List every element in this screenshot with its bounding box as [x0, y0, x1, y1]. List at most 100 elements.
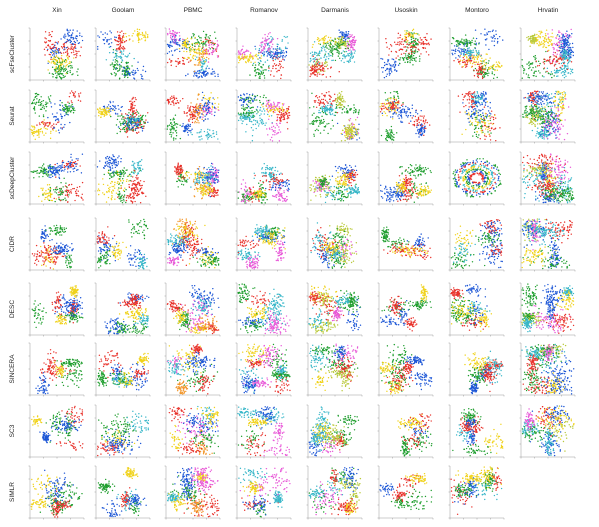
scatter-point — [559, 42, 560, 43]
scatter-point — [284, 36, 285, 37]
scatter-point — [478, 57, 479, 58]
scatter-point — [122, 38, 123, 39]
scatter-point — [252, 95, 253, 96]
scatter-point — [102, 34, 103, 35]
scatter-point — [64, 61, 65, 62]
scatter-point — [138, 120, 139, 121]
scatter-point — [119, 46, 120, 47]
scatter-point — [208, 107, 209, 108]
scatter-point — [60, 100, 61, 101]
scatter-point — [457, 59, 458, 60]
scatter-point — [42, 131, 43, 132]
scatter-point — [38, 100, 39, 101]
scatter-point — [214, 32, 215, 33]
scatter-point — [207, 65, 208, 66]
scatter-point — [114, 107, 115, 108]
scatter-point — [565, 39, 566, 40]
scatter-point — [287, 128, 288, 129]
scatter-point — [283, 119, 284, 120]
scatter-point — [43, 122, 44, 123]
scatter-point — [349, 49, 350, 50]
scatter-point — [391, 71, 392, 72]
scatter-point — [318, 61, 319, 62]
scatter-point — [55, 130, 56, 131]
scatter-point — [332, 40, 333, 41]
scatter-point — [473, 57, 474, 58]
scatter-point — [401, 41, 402, 42]
scatter-point — [558, 42, 559, 43]
scatter-point — [473, 61, 474, 62]
scatter-point — [67, 54, 68, 55]
scatter-point — [317, 73, 318, 74]
scatter-point — [477, 64, 478, 65]
scatter-point — [62, 47, 63, 48]
scatter-point — [406, 41, 407, 42]
scatter-point — [132, 98, 133, 99]
scatter-point — [65, 70, 66, 71]
scatter-point — [243, 98, 244, 99]
scatter-point — [167, 53, 168, 54]
scatter-point — [252, 107, 253, 108]
scatter-point — [252, 140, 253, 141]
scatter-point — [242, 45, 243, 46]
scatter-point — [343, 50, 344, 51]
scatter-point — [570, 49, 571, 50]
scatter-point — [270, 108, 271, 109]
scatter-point — [176, 132, 177, 133]
scatter-point — [63, 49, 64, 50]
scatter-point — [209, 107, 210, 108]
scatter-point — [246, 57, 247, 58]
scatter-point — [489, 57, 490, 58]
scatter-point — [117, 119, 118, 120]
scatter-point — [75, 37, 76, 38]
scatter-point — [72, 43, 73, 44]
scatter-point — [53, 53, 54, 54]
scatter-point — [56, 42, 57, 43]
scatter-point — [243, 109, 244, 110]
scatter-point — [172, 54, 173, 55]
scatter-point — [209, 112, 210, 113]
scatter-point — [565, 70, 566, 71]
scatter-point — [185, 130, 186, 131]
scatter-point — [63, 65, 64, 66]
scatter-point — [259, 45, 260, 46]
scatter-panel-scfsecluster-pbmc — [165, 28, 221, 82]
scatter-point — [458, 47, 459, 48]
scatter-point — [41, 122, 42, 123]
scatter-point — [353, 37, 354, 38]
scatter-point — [239, 99, 240, 100]
scatter-point — [131, 118, 132, 119]
scatter-point — [171, 38, 172, 39]
scatter-point — [35, 139, 36, 140]
scatter-point — [62, 73, 63, 74]
scatter-point — [332, 45, 333, 46]
scatter-point — [349, 34, 350, 35]
scatter-point — [473, 55, 474, 56]
scatter-point — [72, 49, 73, 50]
scatter-point — [486, 38, 487, 39]
scatter-point — [251, 112, 252, 113]
scatter-point — [340, 44, 341, 45]
scatter-point — [199, 113, 200, 114]
scatter-point — [418, 41, 419, 42]
scatter-point — [266, 40, 267, 41]
scatter-point — [170, 132, 171, 133]
scatter-point — [389, 63, 390, 64]
scatter-point — [276, 107, 277, 108]
scatter-point — [69, 103, 70, 104]
scatter-point — [243, 105, 244, 106]
scatter-point — [312, 54, 313, 55]
scatter-point — [188, 134, 189, 135]
scatter-point — [129, 101, 130, 102]
scatter-point — [344, 45, 345, 46]
scatter-point — [546, 39, 547, 40]
scatter-point — [557, 59, 558, 60]
scatter-point — [277, 102, 278, 103]
scatter-point — [195, 37, 196, 38]
scatter-point — [406, 49, 407, 50]
scatter-point — [60, 77, 61, 78]
scatter-point — [143, 121, 144, 122]
scatter-point — [539, 43, 540, 44]
scatter-point — [192, 49, 193, 50]
scatter-point — [381, 67, 382, 68]
